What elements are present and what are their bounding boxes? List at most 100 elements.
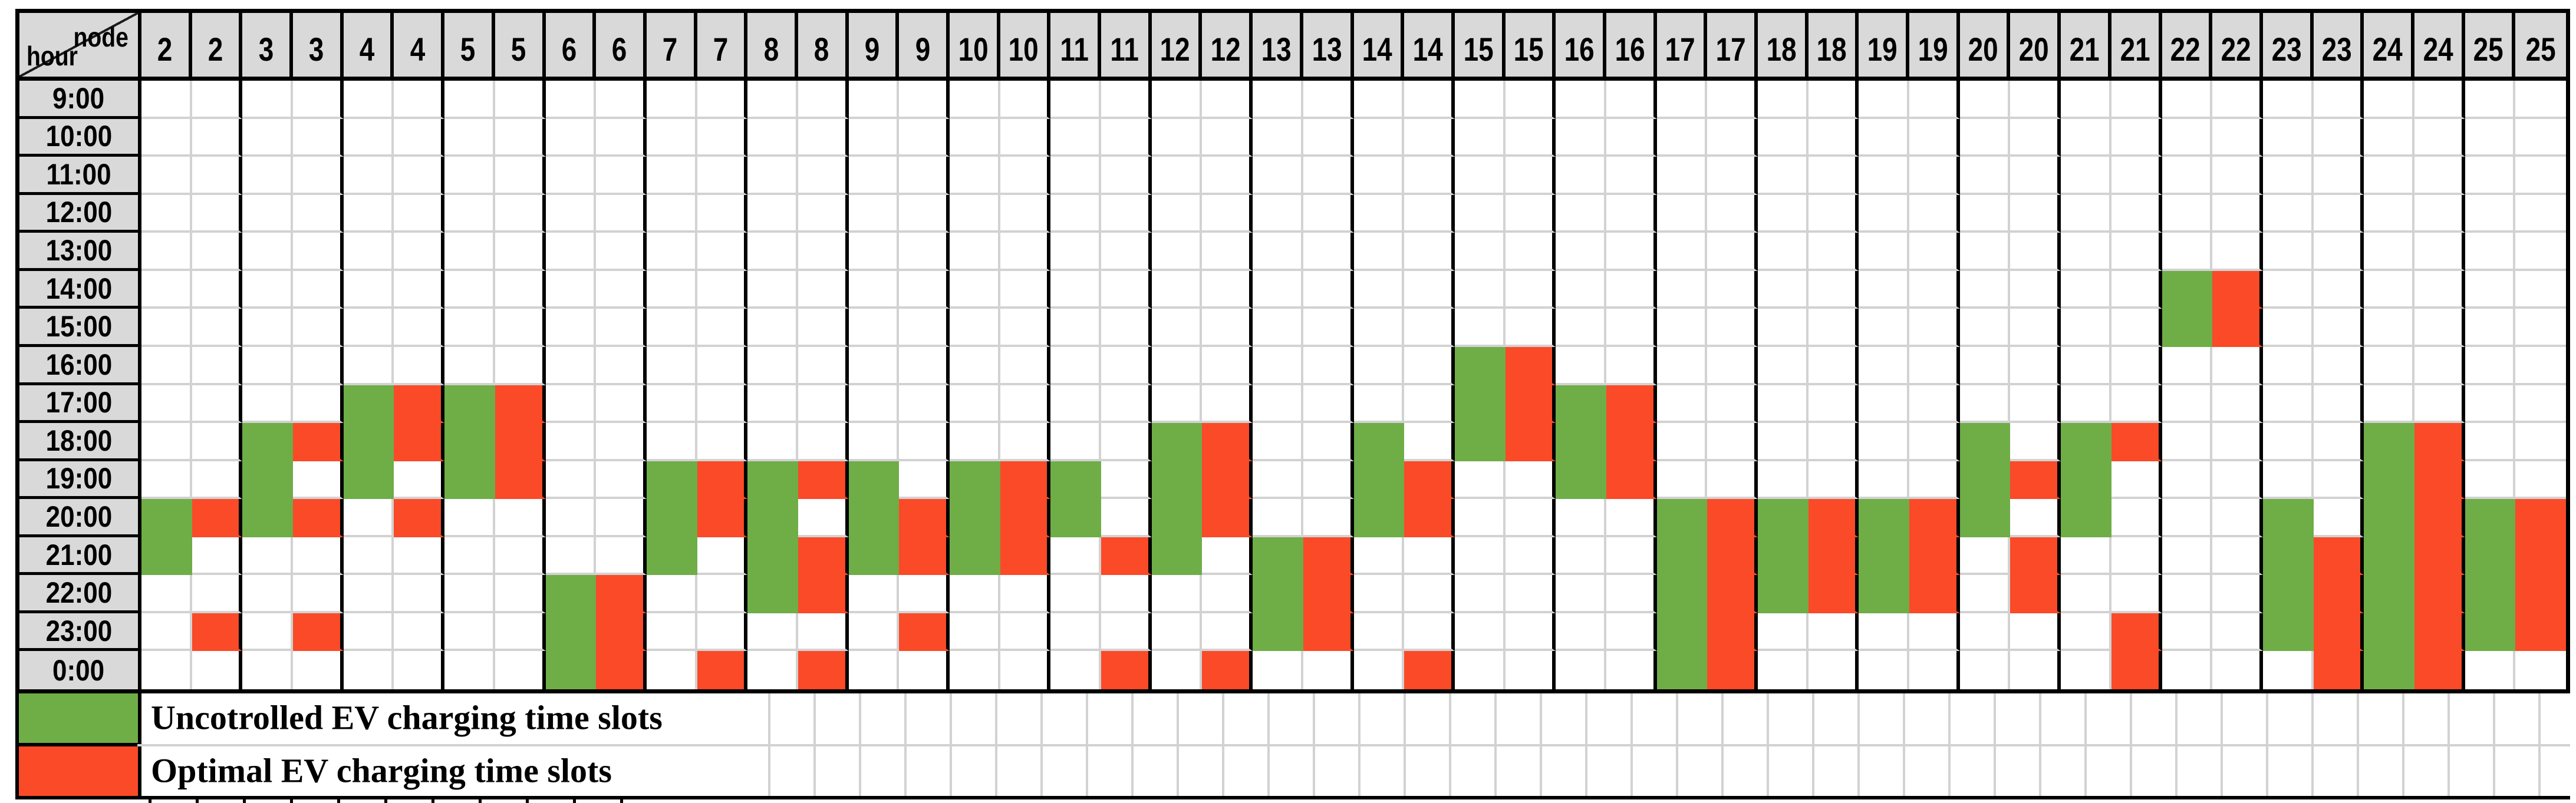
slot-node25-optimal-2000: [2515, 499, 2566, 537]
slot-node3-uncontrolled-1600: [242, 346, 294, 385]
slot-node5-optimal-1400: [495, 270, 546, 309]
slot-node3-uncontrolled-1300: [242, 233, 294, 271]
slot-node25-uncontrolled-1900: [2465, 461, 2516, 500]
header-node-8-uncontrolled: 8: [747, 13, 798, 81]
slot-node25-optimal-900: [2515, 81, 2566, 119]
slot-node7-optimal-2200: [697, 575, 748, 613]
slot-node2-uncontrolled-000: [141, 651, 192, 689]
slot-node23-uncontrolled-1900: [2262, 461, 2314, 500]
slot-node25-optimal-1100: [2515, 157, 2566, 195]
header-node-2-uncontrolled: 2: [141, 13, 192, 81]
slot-node3-uncontrolled-1700: [242, 385, 294, 424]
slot-node18-optimal-1900: [1808, 461, 1859, 500]
slot-node9-optimal-1300: [899, 233, 950, 271]
slot-node25-uncontrolled-2200: [2465, 575, 2516, 613]
slot-node25-optimal-1600: [2515, 347, 2566, 385]
header-node-4-uncontrolled: 4: [343, 13, 394, 81]
slot-node20-uncontrolled-1300: [1959, 233, 2011, 271]
slot-node8-uncontrolled-1800: [747, 423, 798, 461]
header-node-20-uncontrolled: 20: [1959, 13, 2011, 81]
slot-node16-optimal-900: [1606, 81, 1657, 119]
slot-node17-uncontrolled-1300: [1656, 233, 1708, 271]
slot-node3-uncontrolled-2300: [242, 613, 294, 652]
header-node-6-optimal: 6: [596, 13, 647, 81]
slot-node22-optimal-2300: [2212, 613, 2263, 652]
slot-node11-optimal-1100: [1101, 157, 1152, 195]
slot-node13-optimal-2200: [1303, 575, 1354, 613]
slot-node18-optimal-1700: [1808, 385, 1859, 424]
slot-node2-uncontrolled-1500: [141, 309, 192, 347]
slot-node2-optimal-1400: [192, 270, 243, 309]
slot-node4-optimal-1600: [394, 346, 445, 385]
slot-node9-uncontrolled-2000: [848, 499, 900, 537]
slot-node21-optimal-2200: [2111, 575, 2162, 613]
slot-node17-uncontrolled-1700: [1656, 385, 1708, 424]
slot-node25-uncontrolled-1200: [2465, 194, 2516, 233]
slot-node13-optimal-1900: [1303, 461, 1354, 500]
slot-node18-optimal-1400: [1808, 270, 1859, 309]
slot-node23-uncontrolled-1000: [2262, 118, 2314, 157]
slot-node3-optimal-1300: [293, 233, 344, 271]
slot-node3-optimal-1200: [293, 194, 344, 233]
slot-node11-uncontrolled-2100: [1050, 537, 1102, 576]
slot-node24-uncontrolled-1100: [2364, 157, 2414, 195]
slot-node19-optimal-2000: [1909, 499, 1960, 537]
slot-node22-uncontrolled-1300: [2162, 233, 2213, 271]
slot-node2-uncontrolled-1000: [141, 118, 192, 157]
slot-node11-optimal-1300: [1101, 233, 1152, 271]
slot-node24-uncontrolled-2000: [2364, 499, 2414, 537]
slot-node9-optimal-000: [899, 651, 950, 689]
slot-node8-optimal-2000: [798, 499, 849, 537]
header-node-13-optimal: 13: [1303, 13, 1354, 81]
slot-node10-optimal-2000: [1000, 499, 1051, 537]
slot-node19-optimal-1600: [1909, 346, 1960, 385]
slot-node22-uncontrolled-1500: [2162, 309, 2213, 347]
slot-node4-optimal-1100: [394, 157, 445, 195]
slot-node6-optimal-000: [596, 651, 647, 689]
slot-node25-uncontrolled-1600: [2465, 346, 2516, 385]
slot-node6-uncontrolled-2300: [545, 613, 597, 652]
slot-node11-uncontrolled-1300: [1050, 233, 1102, 271]
slot-node9-uncontrolled-1300: [848, 233, 900, 271]
slot-node13-uncontrolled-900: [1253, 81, 1303, 119]
slot-node12-optimal-1400: [1202, 270, 1253, 309]
slot-node25-uncontrolled-1700: [2465, 385, 2516, 424]
slot-node12-uncontrolled-1900: [1151, 461, 1203, 500]
slot-node8-optimal-2300: [798, 613, 849, 652]
slot-node19-optimal-1900: [1909, 461, 1960, 500]
slot-node7-optimal-000: [697, 651, 748, 689]
slot-node14-optimal-1800: [1404, 423, 1455, 461]
slot-node10-uncontrolled-1300: [950, 233, 1000, 271]
slot-node19-uncontrolled-1700: [1859, 385, 1910, 424]
slot-node6-uncontrolled-1200: [545, 194, 597, 233]
slot-node21-optimal-1000: [2111, 118, 2162, 157]
slot-node24-uncontrolled-2300: [2364, 613, 2414, 652]
hour-label-1900: 19:00: [19, 461, 141, 500]
slot-node23-optimal-1600: [2313, 346, 2364, 385]
slot-node12-optimal-1900: [1202, 461, 1253, 500]
slot-node17-uncontrolled-1000: [1656, 118, 1708, 157]
slot-node12-uncontrolled-1800: [1151, 423, 1203, 461]
hour-label-1200: 12:00: [19, 194, 141, 233]
slot-node22-uncontrolled-2200: [2162, 575, 2213, 613]
slot-node24-uncontrolled-1900: [2364, 461, 2414, 500]
slot-node19-uncontrolled-1900: [1859, 461, 1910, 500]
slot-node15-optimal-1400: [1505, 270, 1556, 309]
slot-node3-uncontrolled-1900: [242, 461, 294, 500]
slot-node2-uncontrolled-1100: [141, 157, 192, 195]
slot-node19-uncontrolled-1100: [1859, 157, 1910, 195]
slot-node17-uncontrolled-1100: [1656, 157, 1708, 195]
slot-node3-optimal-1100: [293, 157, 344, 195]
slot-node8-uncontrolled-2100: [747, 537, 798, 576]
slot-node12-optimal-2000: [1202, 499, 1253, 537]
slot-node23-uncontrolled-1600: [2262, 346, 2314, 385]
slot-node2-uncontrolled-2000: [141, 499, 192, 537]
slot-node11-uncontrolled-2000: [1050, 499, 1102, 537]
slot-node20-uncontrolled-1600: [1959, 346, 2011, 385]
slot-node7-uncontrolled-1400: [646, 270, 697, 309]
slot-node19-optimal-1400: [1909, 270, 1960, 309]
slot-node17-optimal-2200: [1707, 575, 1758, 613]
slot-node5-uncontrolled-1700: [444, 385, 495, 424]
slot-node13-uncontrolled-2200: [1253, 575, 1303, 613]
slot-node3-optimal-2300: [293, 613, 344, 652]
